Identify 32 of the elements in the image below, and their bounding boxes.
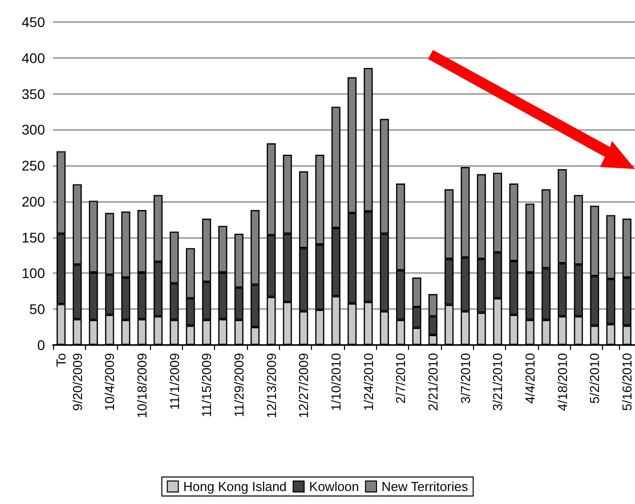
y-tick-label: 200 bbox=[22, 193, 46, 210]
x-tick-label: 1/24/2010 bbox=[360, 353, 376, 411]
y-tick-label: 250 bbox=[22, 158, 46, 174]
legend-label: Kowloon bbox=[309, 479, 360, 494]
y-tick-label: 450 bbox=[22, 14, 46, 30]
x-tick-label: 11/29/2009 bbox=[231, 353, 246, 418]
y-tick-label: 100 bbox=[22, 265, 46, 282]
x-tick-label: 4/18/2010 bbox=[554, 353, 570, 411]
y-tick-label: 350 bbox=[22, 86, 46, 102]
x-tick-label: 10/18/2009 bbox=[134, 353, 150, 418]
x-tick-label: 11/15/2009 bbox=[199, 353, 214, 418]
x-tick-label: 12/13/2009 bbox=[264, 353, 279, 418]
x-tick-label: 1/10/2010 bbox=[328, 353, 344, 411]
x-tick-label: 2/21/2010 bbox=[425, 353, 440, 411]
legend-label: New Territories bbox=[382, 479, 468, 494]
x-tick-label: 10/4/2009 bbox=[102, 353, 118, 411]
x-tick-label: 11/1/2009 bbox=[166, 353, 182, 410]
y-tick-label: 300 bbox=[22, 122, 46, 138]
legend-label: Hong Kong Island bbox=[183, 479, 287, 494]
x-tick-label: 5/2/2010 bbox=[587, 353, 602, 404]
x-tick-label: 3/7/2010 bbox=[458, 353, 473, 404]
x-tick-label: 3/21/2010 bbox=[490, 353, 506, 411]
x-tick-label: 5/16/2010 bbox=[619, 353, 634, 411]
y-tick-label: 50 bbox=[29, 301, 46, 318]
y-tick-label: 150 bbox=[22, 229, 46, 246]
y-tick-label: 400 bbox=[22, 50, 46, 66]
y-tick-label: 0 bbox=[37, 337, 46, 353]
x-tick-label: 4/4/2010 bbox=[522, 353, 538, 404]
x-tick-label: 2/7/2010 bbox=[393, 353, 408, 404]
x-tick-label: To bbox=[54, 353, 69, 367]
x-tick-label: 12/27/2009 bbox=[296, 353, 312, 418]
x-tick-label: 9/20/2009 bbox=[70, 353, 85, 411]
